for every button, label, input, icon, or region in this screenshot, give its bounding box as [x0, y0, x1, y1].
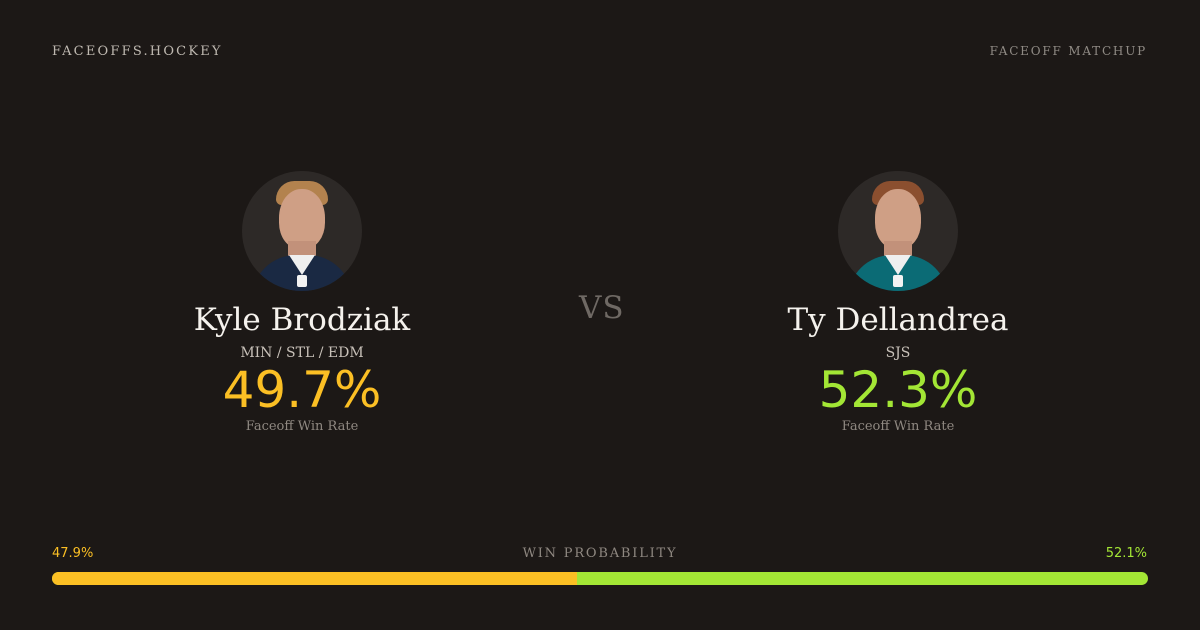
player-teams: MIN / STL / EDM — [240, 345, 364, 361]
brand-logo-text: FACEOFFS.HOCKEY — [52, 44, 223, 59]
head-shape — [279, 189, 325, 249]
player-headshot-icon — [838, 171, 958, 291]
player-card-right: Ty Dellandrea SJS 52.3% Faceoff Win Rate — [718, 171, 1078, 435]
crest-icon — [893, 275, 903, 287]
faceoff-win-rate-label: Faceoff Win Rate — [841, 419, 955, 434]
versus-label: VS — [579, 290, 625, 326]
crest-icon — [297, 275, 307, 287]
page-label: FACEOFF MATCHUP — [989, 44, 1147, 58]
player-teams: SJS — [885, 345, 911, 361]
faceoff-win-rate: 52.3% — [818, 361, 978, 419]
player-name: Kyle Brodziak — [193, 302, 411, 338]
player-card-left: Kyle Brodziak MIN / STL / EDM 49.7% Face… — [122, 171, 482, 435]
faceoff-win-rate-label: Faceoff Win Rate — [245, 419, 359, 434]
left-probability-fill — [52, 572, 577, 585]
faceoff-win-rate: 49.7% — [222, 361, 382, 419]
player-name: Ty Dellandrea — [787, 302, 1009, 338]
head-shape — [875, 189, 921, 249]
win-probability-title: WIN PROBABILITY — [522, 546, 678, 561]
right-win-probability: 52.1% — [1105, 546, 1147, 561]
player-headshot-icon — [242, 171, 362, 291]
left-win-probability: 47.9% — [52, 546, 94, 561]
win-probability-bar — [52, 572, 1148, 585]
